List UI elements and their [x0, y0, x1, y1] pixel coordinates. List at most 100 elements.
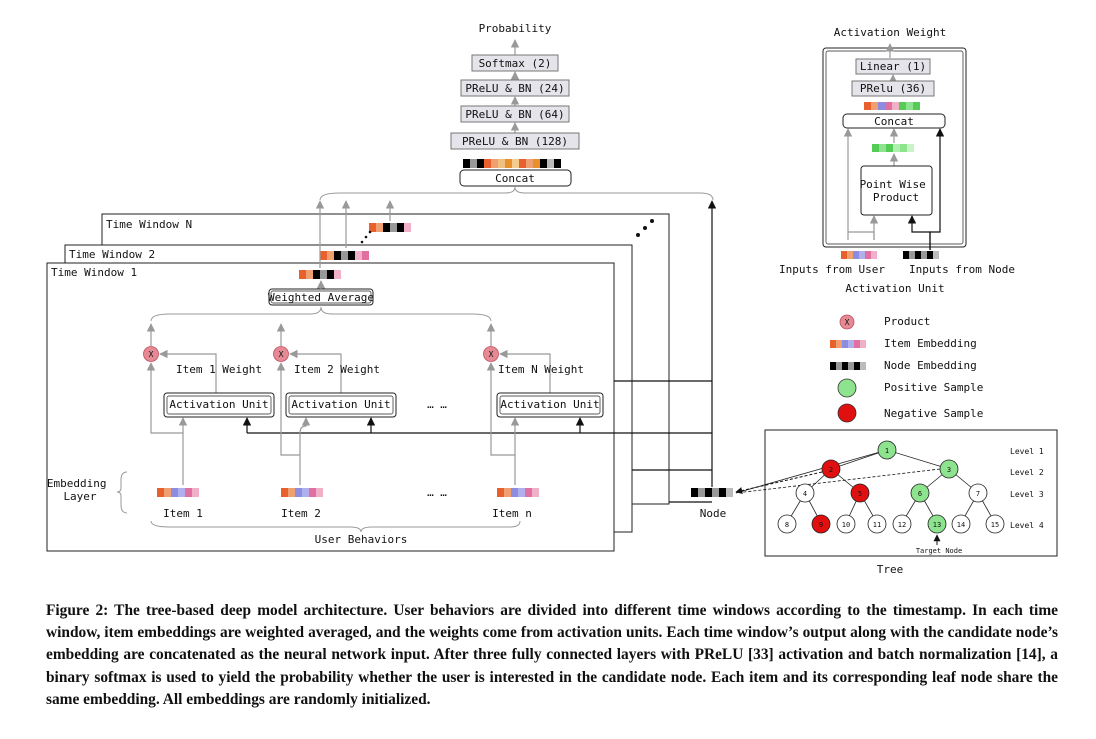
- item-2-routing: [276, 362, 301, 485]
- legend-positive-sample-label: Positive Sample: [884, 381, 983, 394]
- product-1-symbol: [143, 346, 159, 362]
- product-n-symbol: [483, 346, 499, 362]
- tree-node-15-label: 15: [991, 521, 999, 529]
- activation-unit-2-label: Activation Unit: [291, 398, 390, 411]
- activation-unit-ellipsis: … …: [427, 398, 447, 411]
- item-1-routing: [146, 362, 184, 485]
- activation-unit-caption: Activation Unit: [845, 282, 944, 295]
- au-concat-box: [842, 113, 946, 129]
- tree-node-8-label: 8: [785, 521, 789, 529]
- tree-node-10: [836, 514, 856, 534]
- time-window-1-label: Time Window 1: [51, 266, 137, 279]
- tree-node-7: [968, 483, 988, 503]
- au-user-input-split: [848, 231, 875, 240]
- au-node-input-product: [907, 215, 931, 250]
- tree-level-4-label: Level 4: [1010, 521, 1044, 530]
- tree-node-9-label: 9: [819, 521, 823, 529]
- layer-box-prelu-24: [460, 79, 570, 97]
- node-label: Node: [700, 507, 727, 520]
- tree-node-1-label: 1: [885, 447, 889, 455]
- product-n-mark: X: [489, 350, 494, 359]
- activation-unit-n-label: Activation Unit: [500, 398, 599, 411]
- inputs-from-node-label: Inputs from Node: [909, 263, 1015, 276]
- prelu-layer-label: PRelu (36): [860, 82, 926, 95]
- probability-label: Probability: [479, 22, 552, 35]
- tree-node-3: [939, 459, 959, 479]
- time-window-n-label: Time Window N: [106, 218, 192, 231]
- legend-product-icon: [839, 314, 855, 330]
- tree-caption: Tree: [877, 563, 904, 576]
- tree-node-4-label: 4: [803, 490, 807, 498]
- tree-node-pointer: [735, 468, 941, 494]
- layer-label-softmax: Softmax (2): [479, 57, 552, 70]
- node-embedding: [691, 488, 733, 497]
- item-2-weight-label: Item 2 Weight: [294, 363, 380, 376]
- tree-node-2: [821, 459, 841, 479]
- legend-negative-sample-icon: [837, 403, 857, 423]
- layer-box-prelu-64: [460, 105, 570, 123]
- au-concat-label: Concat: [874, 115, 914, 128]
- tree-node-4: [795, 483, 815, 503]
- tree-node-9: [811, 514, 831, 534]
- tree-node-8: [777, 514, 797, 534]
- legend-node-embedding-label: Node Embedding: [884, 359, 977, 372]
- item-n-routing: [486, 362, 516, 485]
- inputs-from-user-label: Inputs from User: [779, 263, 885, 276]
- au-product-strip: [872, 144, 914, 152]
- tree-level-1-label: Level 1: [1010, 447, 1044, 456]
- tree-node-12: [892, 514, 912, 534]
- tree-node-7-label: 7: [976, 490, 980, 498]
- concat-box: [459, 169, 572, 187]
- item-1-label: Item 1: [163, 507, 203, 520]
- tree-level-3-label: Level 3: [1010, 490, 1044, 499]
- embedding-layer-brace: [116, 471, 128, 514]
- tree-node-6: [910, 483, 930, 503]
- legend-node-embedding-icon: [830, 362, 866, 370]
- item-n-label: Item n: [492, 507, 532, 520]
- linear-layer-label: Linear (1): [860, 60, 926, 73]
- prelu-layer-box: [851, 80, 935, 97]
- legend-product-mark: X: [845, 318, 850, 327]
- layer-box-softmax: [471, 54, 559, 72]
- layer-label-prelu-64: PReLU & BN (64): [465, 108, 564, 121]
- item-1-weight-label: Item 1 Weight: [176, 363, 262, 376]
- weight-2-arrow: [289, 349, 342, 393]
- tree-node-11-label: 11: [873, 521, 881, 529]
- item-2-embedding: [281, 488, 323, 497]
- tree-node-2-label: 2: [829, 466, 833, 474]
- item-1-embedding: [157, 488, 199, 497]
- concat-embedding-strip: [463, 159, 561, 168]
- concat-brace: [319, 186, 714, 201]
- tree-node-10-label: 10: [842, 521, 850, 529]
- weight-1-arrow: [159, 349, 217, 393]
- item-2-to-unit: [299, 417, 311, 455]
- item-n-embedding: [497, 488, 539, 497]
- tree-node-1: [877, 440, 897, 460]
- legend-item-embedding-icon: [830, 340, 866, 348]
- legend-positive-sample-icon: [837, 378, 857, 398]
- tree-node-5: [850, 483, 870, 503]
- activation-unit-n: [496, 392, 604, 418]
- weighted-average-label: Weighted Average: [268, 291, 374, 304]
- activation-unit-2: [285, 392, 397, 418]
- tree-node-11: [867, 514, 887, 534]
- window-ellipsis: [360, 219, 654, 244]
- tree-node-3-label: 3: [947, 466, 951, 474]
- activation-weight-label: Activation Weight: [834, 26, 947, 39]
- point-wise-product-label: Point Wise Product: [860, 178, 933, 204]
- weight-n-arrow: [499, 349, 551, 393]
- time-window-2-label: Time Window 2: [69, 248, 155, 261]
- tree-node-13-label: 13: [933, 521, 941, 529]
- tree-node-13: [927, 514, 947, 534]
- tree-nodes: 1 2 3 4 5 6 7 8 9 10 11 12 13 14 15: [777, 440, 1005, 534]
- layer-label-prelu-24: PReLU & BN (24): [465, 82, 564, 95]
- window-2-output-strip: [320, 251, 369, 260]
- item-embedding-ellipsis: … …: [427, 486, 447, 499]
- figure-caption: Figure 2: The tree-based deep model arch…: [46, 602, 1058, 708]
- au-user-input-embedding: [841, 251, 877, 259]
- point-wise-product-box: [860, 165, 933, 216]
- embedding-layer-label: Embedding Layer: [47, 477, 113, 503]
- concat-label: Concat: [495, 172, 535, 185]
- item-n-weight-label: Item N Weight: [498, 363, 584, 376]
- tree-node-12-label: 12: [898, 521, 906, 529]
